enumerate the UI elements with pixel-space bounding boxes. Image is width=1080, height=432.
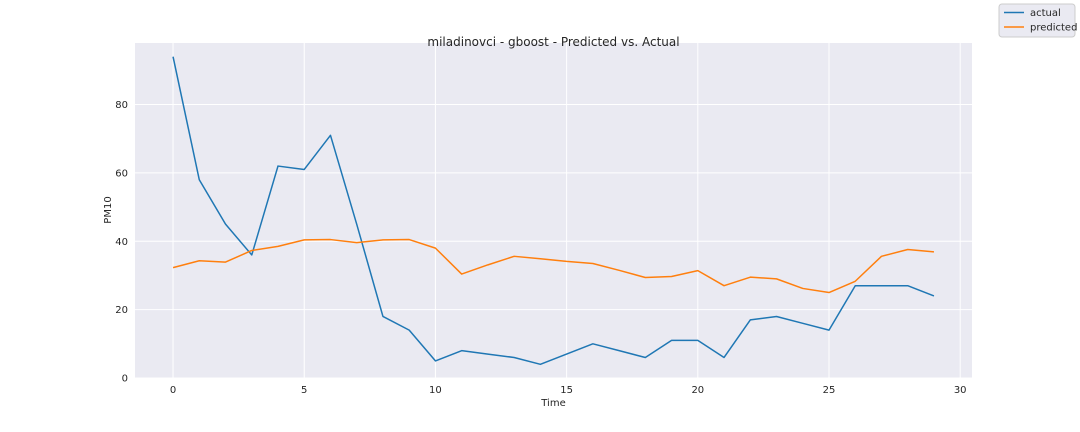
y-tick-label: 60 [115, 168, 128, 179]
x-tick-label: 10 [429, 385, 442, 396]
legend: actual predicted [998, 3, 1077, 38]
plot-background [135, 43, 972, 378]
y-axis-ticks: 0 20 40 60 80 [115, 100, 128, 384]
legend-label-actual: actual [1030, 8, 1061, 19]
y-tick-label: 0 [122, 374, 128, 385]
y-tick-label: 80 [115, 100, 128, 111]
y-tick-label: 20 [115, 305, 128, 316]
series-lines [172, 56, 935, 366]
x-tick-label: 5 [301, 385, 307, 396]
series-line-predicted [172, 238, 935, 294]
y-axis-label: PM10 [103, 196, 114, 223]
x-tick-label: 25 [823, 385, 836, 396]
x-axis-ticks: 0 5 10 15 20 25 30 [170, 385, 967, 396]
x-tick-label: 20 [691, 385, 704, 396]
x-tick-label: 0 [170, 385, 176, 396]
series-line-actual [172, 56, 935, 366]
grid [135, 43, 972, 379]
x-axis-label: Time [540, 398, 565, 409]
x-tick-label: 15 [560, 385, 573, 396]
chart-title: miladinovci - gboost - Predicted vs. Act… [427, 35, 679, 49]
x-tick-label: 30 [954, 385, 967, 396]
legend-label-predicted: predicted [1030, 23, 1077, 34]
y-tick-label: 40 [115, 237, 128, 248]
